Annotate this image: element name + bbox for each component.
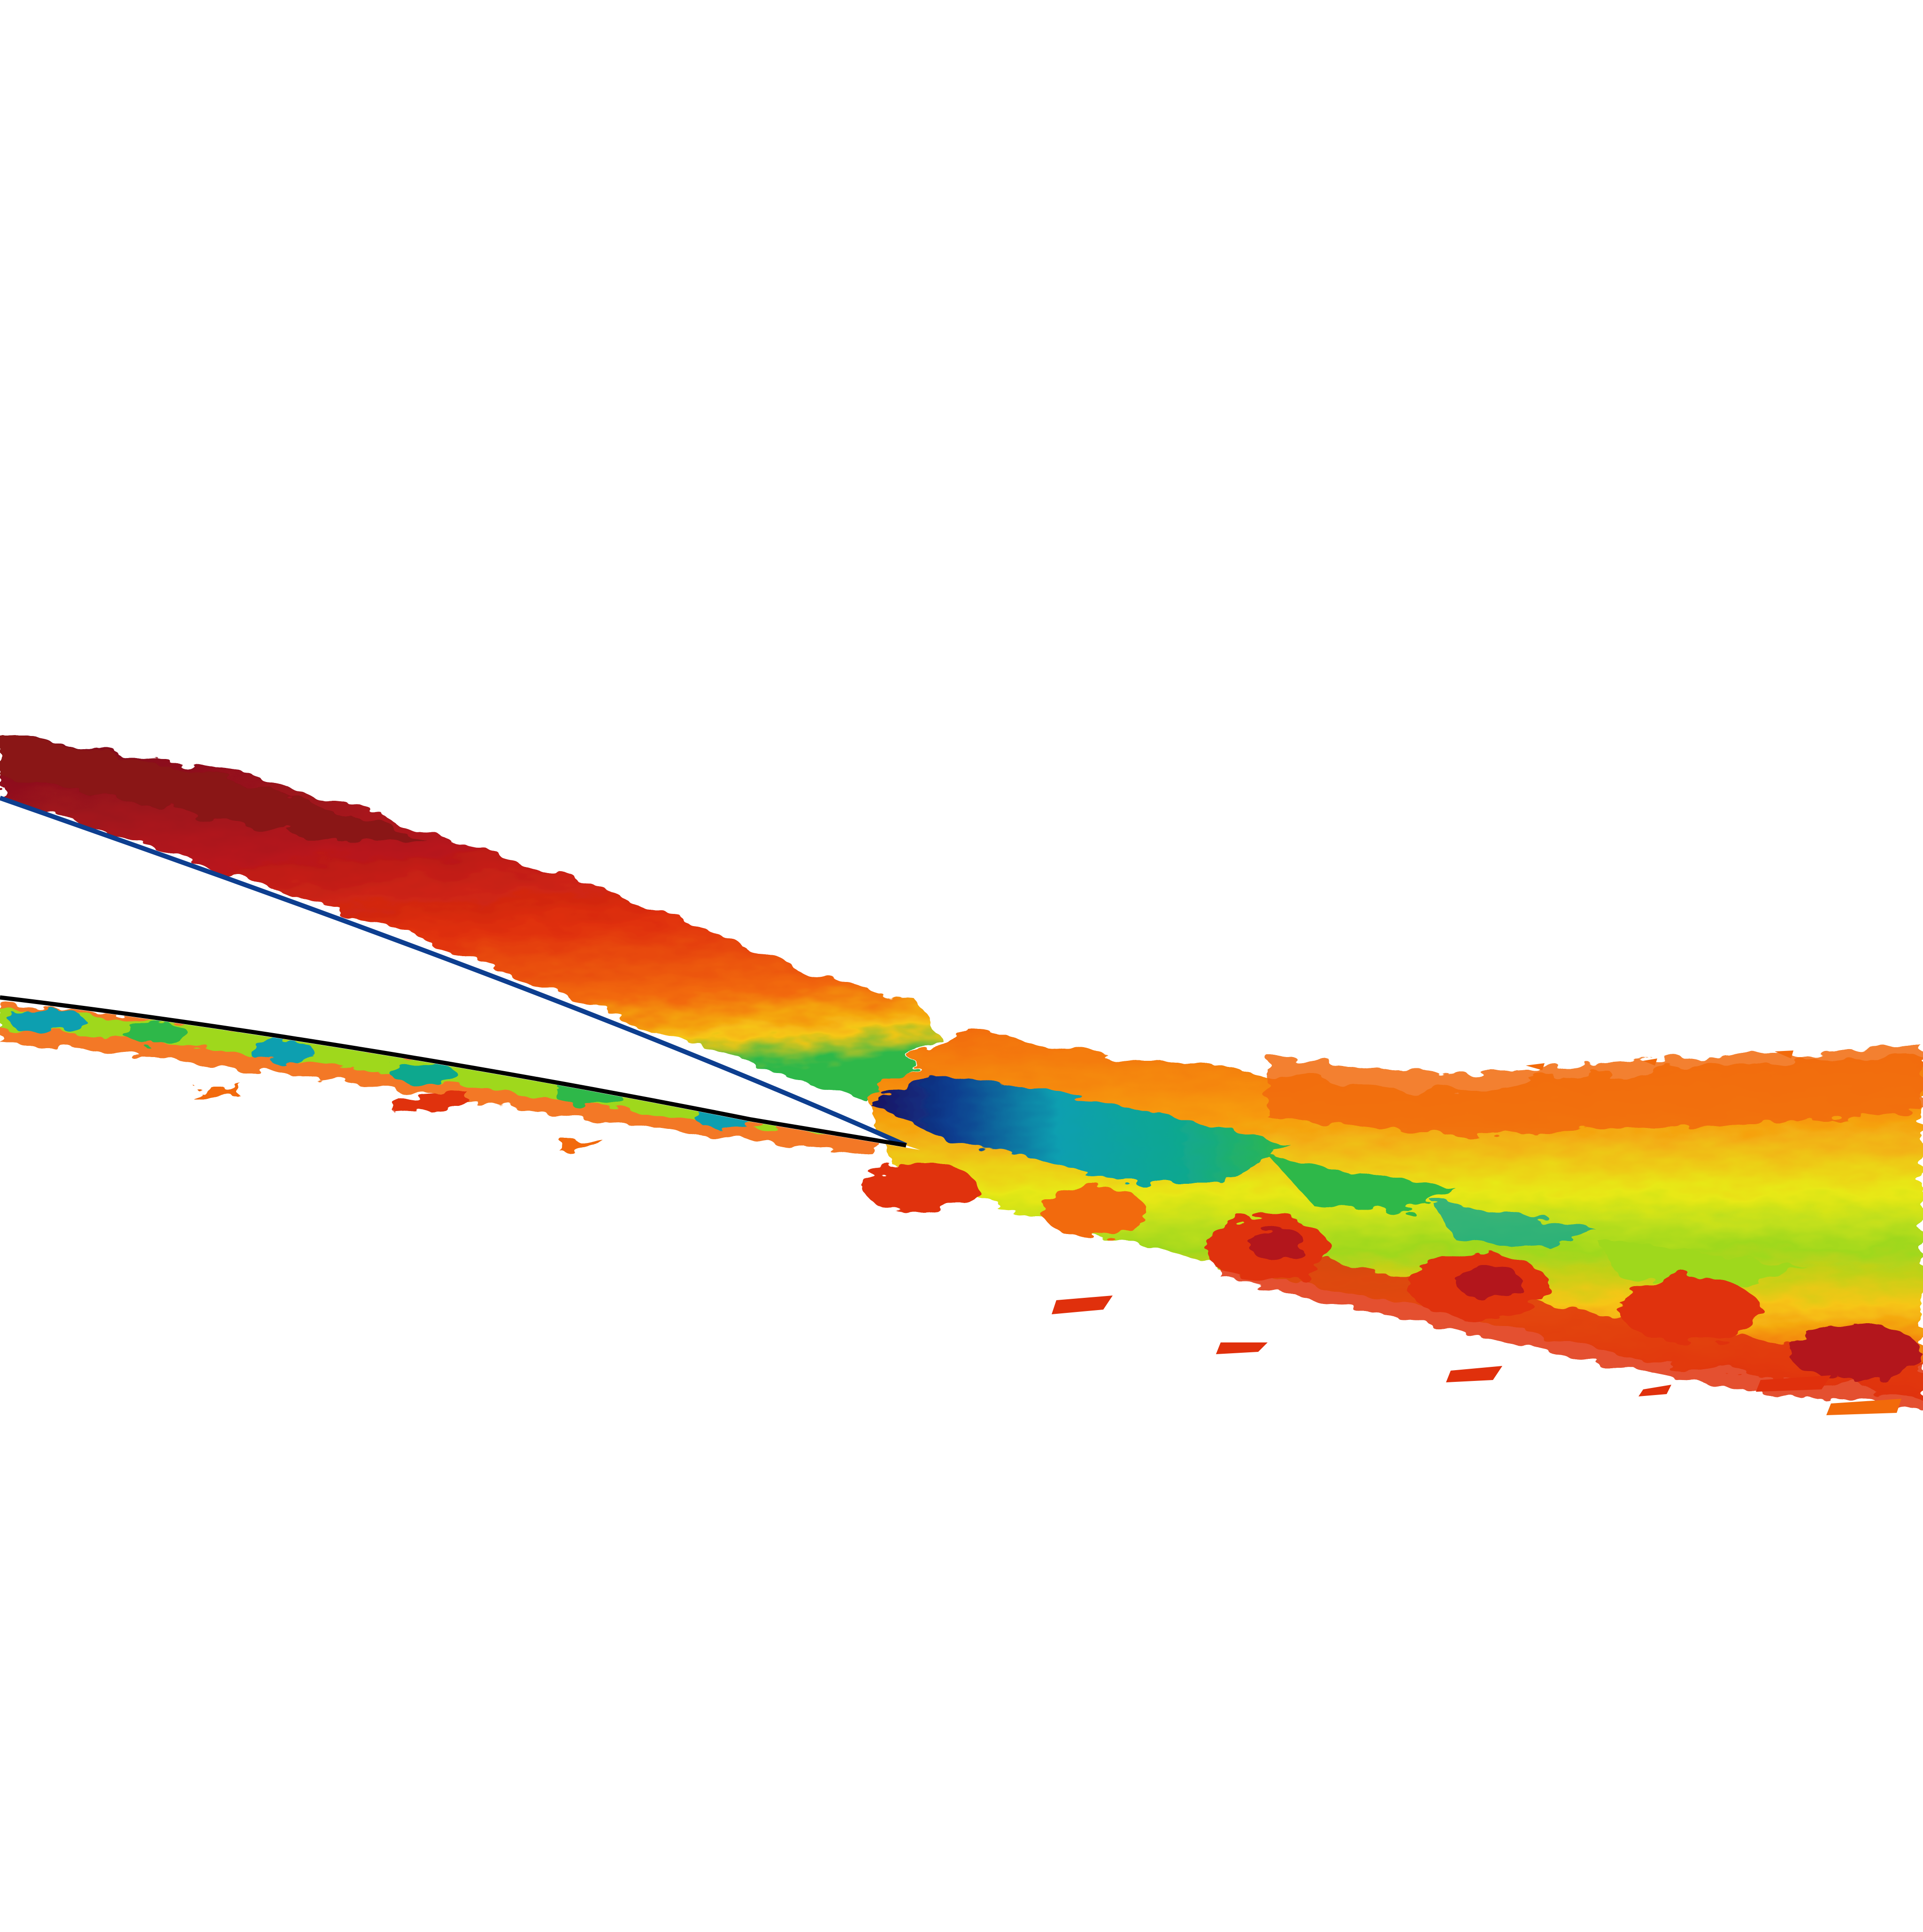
airfoil-upper-surface [0, 796, 908, 1148]
detached-fragments [1052, 1050, 1901, 1415]
airfoil-body[interactable] [0, 796, 920, 1150]
wake-outer-shell [1221, 1047, 1923, 1408]
shed-vortices [864, 1162, 1920, 1380]
airfoil-lower-surface [0, 995, 907, 1148]
lower-boundary-layer [0, 1004, 878, 1155]
upper-boundary-layer [0, 732, 939, 1103]
wake-core [869, 1075, 1808, 1286]
